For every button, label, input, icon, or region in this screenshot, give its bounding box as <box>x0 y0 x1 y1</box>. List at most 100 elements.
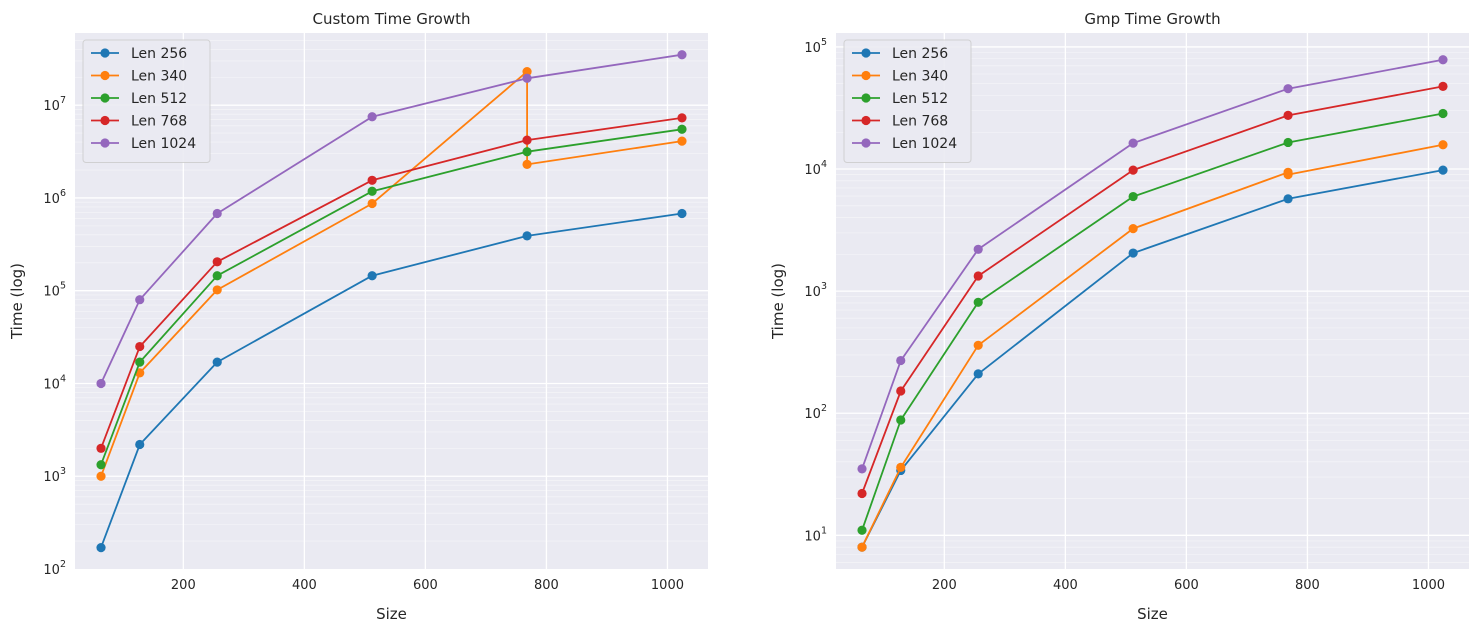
y-tick-label: 103 <box>804 281 827 300</box>
data-point <box>96 471 106 481</box>
legend-marker <box>100 138 110 148</box>
data-point <box>896 415 906 425</box>
legend-marker <box>100 48 110 58</box>
data-point <box>212 208 222 219</box>
x-tick-label: 800 <box>534 578 559 593</box>
series-line <box>100 117 683 449</box>
x-tick-label: 400 <box>1053 578 1078 593</box>
legend-label: Len 768 <box>892 114 948 130</box>
legend-item: Len 1024 <box>91 136 196 152</box>
data-point <box>1438 165 1448 175</box>
data-point <box>212 357 222 367</box>
data-point <box>1283 137 1293 148</box>
legend-marker <box>100 93 110 103</box>
series-len-340 <box>857 140 1448 552</box>
data-point <box>212 271 222 281</box>
data-point <box>1283 170 1293 180</box>
data-point <box>212 285 222 295</box>
data-point <box>367 198 377 209</box>
legend: Len 256 Len 340 Len 512 Len 768 Len 1024 <box>82 39 211 163</box>
y-tick-label: 106 <box>43 188 66 207</box>
data-point <box>1438 140 1448 150</box>
chart-title: Custom Time Growth <box>312 10 470 28</box>
data-point <box>896 462 906 473</box>
legend-item: Len 340 <box>852 69 948 85</box>
x-tick-label: 200 <box>932 578 957 593</box>
legend-label: Len 1024 <box>131 136 196 152</box>
data-point <box>1438 81 1448 91</box>
data-point <box>677 136 687 146</box>
chart-title: Gmp Time Growth <box>1084 10 1220 28</box>
data-point <box>135 341 145 352</box>
data-point <box>522 231 532 241</box>
x-tick-label: 200 <box>171 578 196 593</box>
legend-item: Len 768 <box>91 114 187 130</box>
legend-marker <box>861 115 871 126</box>
legend-item: Len 256 <box>91 46 187 62</box>
legend-item: Len 768 <box>852 114 948 130</box>
y-tick-label: 105 <box>804 37 827 56</box>
legend-marker <box>861 138 871 148</box>
x-axis-label: Size <box>376 605 407 623</box>
legend-item: Len 340 <box>91 69 187 85</box>
x-tick-label: 400 <box>292 578 317 593</box>
legend-box <box>843 39 972 163</box>
data-point <box>1128 224 1138 234</box>
legend-box <box>82 39 211 163</box>
data-point <box>896 386 906 396</box>
legend-item: Len 512 <box>852 91 948 107</box>
data-point <box>1128 248 1138 258</box>
legend-marker <box>861 48 871 58</box>
series-line <box>100 212 683 548</box>
y-tick-label: 101 <box>804 525 827 544</box>
series-line <box>861 112 1444 531</box>
y-tick-label: 102 <box>804 403 827 422</box>
minor-gridlines <box>75 40 708 542</box>
data-point <box>1128 138 1138 148</box>
x-tick-label: 600 <box>1174 578 1199 593</box>
data-point <box>367 175 377 185</box>
data-point <box>1283 84 1293 94</box>
series-len-256 <box>96 208 687 553</box>
legend: Len 256 Len 340 Len 512 Len 768 Len 1024 <box>843 39 972 163</box>
legend-label: Len 256 <box>131 46 187 62</box>
y-tick-label: 104 <box>43 373 66 392</box>
chart-1: 200 400 600 800 1000 102 103 104 105 106 107 Custom… <box>8 10 708 623</box>
legend-item: Len 512 <box>91 91 187 107</box>
series-line <box>861 58 1444 470</box>
data-point <box>857 488 867 499</box>
data-point <box>522 147 532 157</box>
x-tick-label: 600 <box>413 578 438 593</box>
legend-marker <box>861 70 871 81</box>
data-point <box>896 355 906 366</box>
data-point <box>1438 108 1448 119</box>
series-len-768 <box>857 81 1448 499</box>
data-point <box>973 369 983 379</box>
data-point <box>135 439 145 450</box>
legend-item: Len 1024 <box>852 136 957 152</box>
legend-label: Len 512 <box>131 91 187 107</box>
x-tick-label: 1000 <box>1412 578 1445 593</box>
data-point <box>367 186 377 196</box>
y-tick-label: 104 <box>804 159 827 178</box>
series-len-512 <box>96 124 687 470</box>
legend-marker <box>100 115 110 126</box>
legend-label: Len 340 <box>892 69 948 85</box>
series-line <box>861 169 1444 548</box>
legend-label: Len 1024 <box>892 136 957 152</box>
data-point <box>522 73 532 83</box>
data-point <box>973 297 983 307</box>
data-point <box>367 112 377 122</box>
series-line <box>861 85 1444 494</box>
data-point <box>857 542 867 552</box>
chart-2: 200 400 600 800 1000 101 102 103 104 105 Gmp Time … <box>769 10 1469 623</box>
data-point <box>367 271 377 281</box>
legend-label: Len 512 <box>892 91 948 107</box>
data-point <box>1438 55 1448 65</box>
data-point <box>212 257 222 267</box>
y-tick-label: 107 <box>43 95 66 114</box>
data-point <box>677 124 687 134</box>
y-axis-label: Time (log) <box>769 263 787 340</box>
series-len-768 <box>96 113 687 453</box>
